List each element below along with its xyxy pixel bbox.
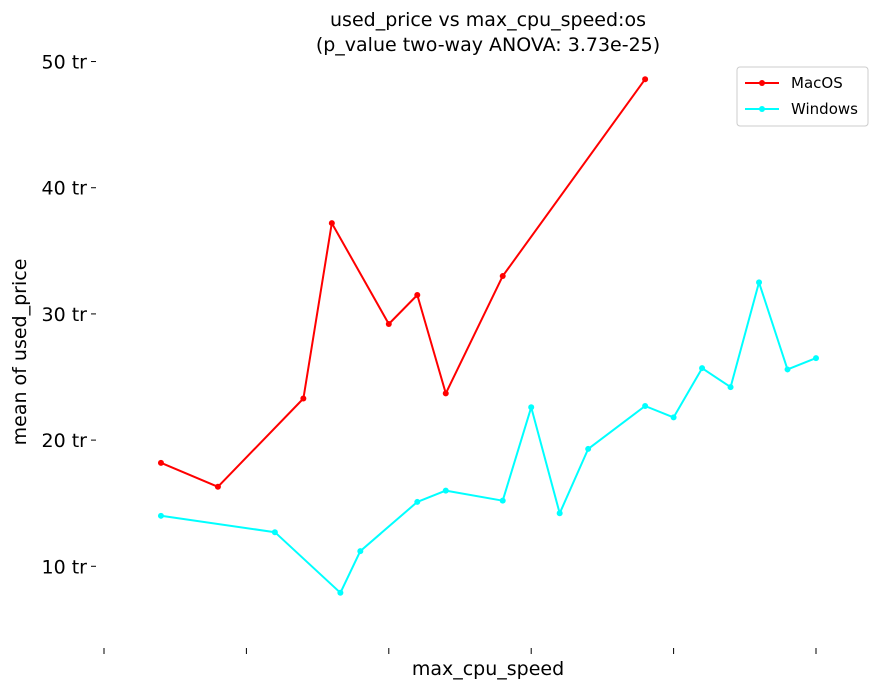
data-point — [499, 273, 506, 280]
series-macos — [157, 76, 649, 490]
series-layer — [157, 76, 819, 596]
legend-item: MacOS — [745, 74, 843, 92]
y-axis-ticks: 10 tr 20 tr 30 tr 40 tr 50 tr — [42, 52, 96, 578]
legend-label: Windows — [791, 100, 858, 118]
data-point — [385, 321, 392, 328]
y-tick-label: 20 tr — [42, 430, 88, 452]
legend-swatch-marker — [759, 106, 765, 112]
data-point — [642, 403, 649, 410]
y-tick-label: 50 tr — [42, 52, 88, 74]
data-point — [784, 366, 791, 373]
data-point — [670, 414, 677, 421]
series-line — [160, 78, 646, 488]
legend-swatch-marker — [759, 80, 765, 86]
data-point — [642, 76, 649, 83]
data-point — [337, 589, 344, 596]
legend-item: Windows — [745, 100, 858, 118]
data-point — [727, 384, 734, 391]
data-point — [499, 497, 506, 504]
data-point — [756, 279, 763, 286]
legend-label: MacOS — [791, 74, 843, 92]
data-point — [271, 529, 278, 536]
y-axis-label: mean of used_price — [9, 259, 31, 446]
chart-subtitle: (p_value two-way ANOVA: 3.73e-25) — [316, 34, 660, 56]
data-point — [414, 291, 421, 298]
data-point — [157, 459, 164, 466]
data-point — [214, 483, 221, 490]
data-point — [442, 390, 449, 397]
data-point — [357, 548, 364, 555]
legend-box — [736, 66, 869, 127]
y-tick-label: 30 tr — [42, 304, 88, 326]
data-point — [813, 355, 819, 362]
data-point — [300, 395, 307, 402]
series-line — [160, 281, 817, 594]
series-windows — [157, 279, 819, 596]
chart-title: used_price vs max_cpu_speed:os — [330, 9, 646, 31]
data-point — [442, 487, 449, 494]
data-point — [414, 498, 421, 505]
data-point — [528, 404, 535, 411]
data-point — [157, 512, 164, 519]
x-axis-ticks — [103, 648, 817, 654]
x-axis-label: max_cpu_speed — [412, 658, 564, 680]
data-point — [328, 220, 335, 227]
y-tick-label: 40 tr — [42, 178, 88, 200]
legend: MacOS Windows — [736, 66, 869, 127]
data-point — [699, 365, 706, 372]
data-point — [556, 510, 563, 517]
data-point — [585, 445, 592, 452]
y-tick-label: 10 tr — [42, 556, 88, 578]
